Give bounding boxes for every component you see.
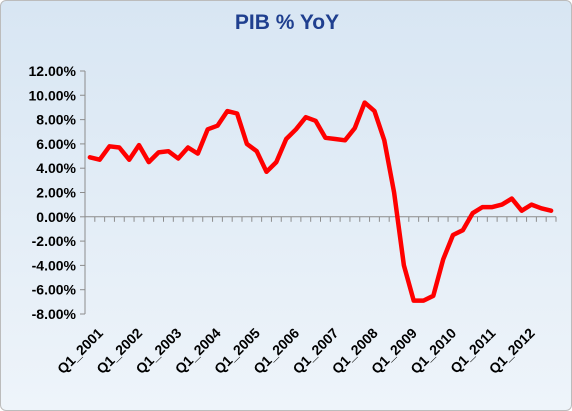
data-point [480,205,484,209]
data-point [314,119,318,123]
data-point [451,233,455,237]
data-point [245,142,249,146]
data-point [166,149,170,153]
y-tick-label: 0.00% [36,209,76,225]
data-point [137,143,141,147]
y-tick-label: 12.00% [29,63,77,79]
data-point [392,191,396,195]
data-point [461,228,465,232]
y-tick-label: -8.00% [32,306,77,322]
data-point [471,211,475,215]
data-point [117,146,121,150]
data-point [176,157,180,161]
data-point [530,203,534,207]
data-point [333,137,337,141]
y-tick-label: -2.00% [32,233,77,249]
data-point [265,170,269,174]
data-point [343,138,347,142]
y-tick-label: -6.00% [32,282,77,298]
data-point [186,146,190,150]
data-point [294,127,298,131]
data-point [304,115,308,119]
series-line [87,100,554,303]
y-tick-label: 10.00% [29,87,77,103]
data-point [274,160,278,164]
data-point [363,101,367,105]
data-point [98,158,102,162]
data-point [353,126,357,130]
data-point [88,155,92,159]
data-point [412,299,416,303]
data-point [510,197,514,201]
data-point [108,144,112,148]
data-point [284,137,288,141]
chart-title: PIB % YoY [234,11,340,34]
y-tick-label: 6.00% [36,136,76,152]
data-point [255,149,259,153]
data-point [520,209,524,213]
data-point [441,257,445,261]
data-point [500,203,504,207]
data-point [225,109,229,113]
data-point [431,294,435,298]
data-point [323,136,327,140]
y-tick-label: 4.00% [36,160,76,176]
data-point [539,206,543,210]
data-point [402,263,406,267]
data-point [147,160,151,164]
data-point [157,150,161,154]
data-point [382,138,386,142]
y-tick-label: 2.00% [36,185,76,201]
data-point [490,205,494,209]
data-point [422,299,426,303]
data-point [216,124,220,128]
data-point [373,109,377,113]
data-point [235,112,239,116]
y-tick-label: 8.00% [36,112,76,128]
y-tick-label: -4.00% [32,257,77,273]
data-point [127,158,131,162]
data-point [549,209,553,213]
data-point [196,152,200,156]
data-point [206,127,210,131]
